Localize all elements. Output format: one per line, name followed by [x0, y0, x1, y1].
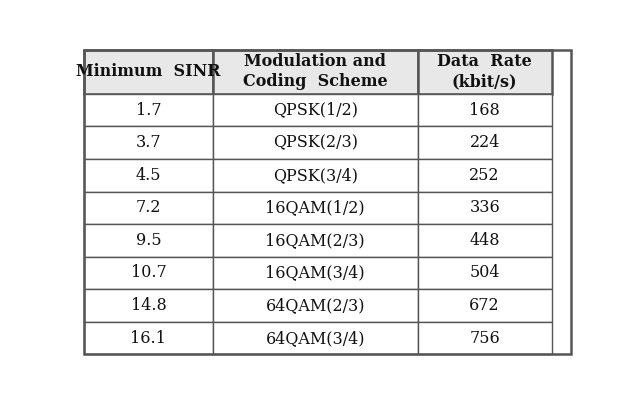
- Bar: [213, 159, 418, 192]
- Text: 64QAM(3/4): 64QAM(3/4): [266, 330, 365, 347]
- Text: 16QAM(1/2): 16QAM(1/2): [265, 199, 365, 216]
- Text: 64QAM(2/3): 64QAM(2/3): [266, 297, 365, 314]
- Bar: [213, 94, 418, 126]
- Text: 16QAM(3/4): 16QAM(3/4): [265, 264, 365, 282]
- Text: 448: 448: [470, 232, 500, 249]
- Text: Data  Rate
(kbit/s): Data Rate (kbit/s): [437, 53, 532, 90]
- Bar: [84, 192, 213, 224]
- Bar: [84, 322, 213, 354]
- Bar: [84, 50, 213, 94]
- Text: QPSK(1/2): QPSK(1/2): [273, 102, 358, 118]
- Text: QPSK(3/4): QPSK(3/4): [273, 167, 358, 184]
- Bar: [418, 50, 551, 94]
- Text: 672: 672: [469, 297, 500, 314]
- Text: 3.7: 3.7: [135, 134, 161, 151]
- Text: 336: 336: [469, 199, 500, 216]
- Bar: [84, 159, 213, 192]
- Bar: [213, 257, 418, 289]
- Text: Modulation and
Coding  Scheme: Modulation and Coding Scheme: [243, 53, 388, 90]
- Bar: [418, 257, 551, 289]
- Bar: [84, 289, 213, 322]
- Bar: [418, 322, 551, 354]
- Text: 10.7: 10.7: [130, 264, 166, 282]
- Text: 252: 252: [470, 167, 500, 184]
- Text: 168: 168: [469, 102, 500, 118]
- Bar: [213, 192, 418, 224]
- Text: 224: 224: [470, 134, 500, 151]
- Bar: [213, 289, 418, 322]
- Bar: [213, 224, 418, 257]
- Bar: [418, 224, 551, 257]
- Bar: [213, 50, 418, 94]
- Bar: [418, 159, 551, 192]
- Bar: [84, 126, 213, 159]
- Text: 7.2: 7.2: [135, 199, 161, 216]
- Text: 504: 504: [470, 264, 500, 282]
- Bar: [418, 289, 551, 322]
- Bar: [213, 322, 418, 354]
- Text: Minimum  SINR: Minimum SINR: [76, 63, 220, 80]
- Text: 1.7: 1.7: [135, 102, 161, 118]
- Bar: [418, 192, 551, 224]
- Bar: [418, 94, 551, 126]
- Bar: [418, 126, 551, 159]
- Bar: [213, 126, 418, 159]
- Text: 14.8: 14.8: [130, 297, 166, 314]
- Bar: [84, 257, 213, 289]
- Text: 16QAM(2/3): 16QAM(2/3): [265, 232, 365, 249]
- Bar: [84, 94, 213, 126]
- Text: 4.5: 4.5: [135, 167, 161, 184]
- Text: 16.1: 16.1: [130, 330, 166, 347]
- Bar: [84, 224, 213, 257]
- Text: 756: 756: [469, 330, 500, 347]
- Text: QPSK(2/3): QPSK(2/3): [273, 134, 358, 151]
- Text: 9.5: 9.5: [135, 232, 161, 249]
